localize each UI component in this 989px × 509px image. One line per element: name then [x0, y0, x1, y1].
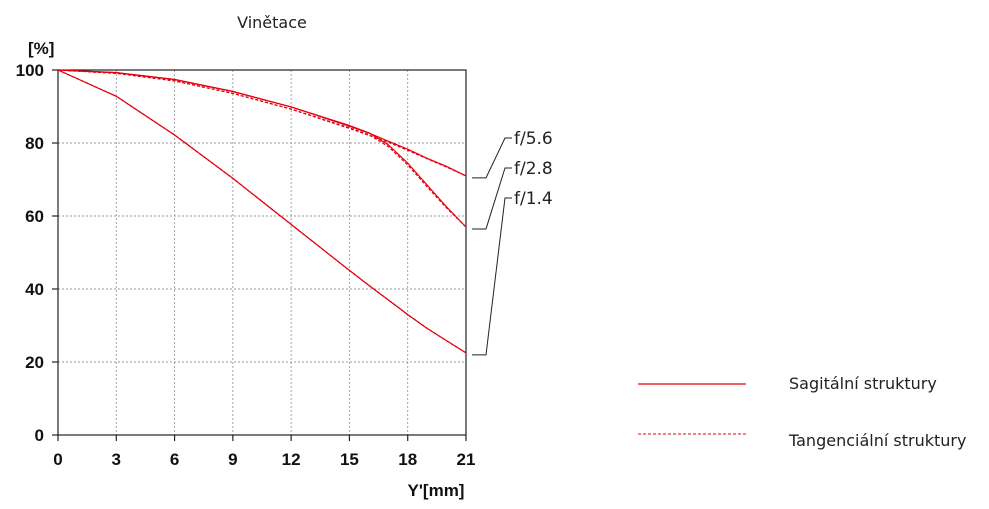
legend: Sagitální struktury Tangenciální struktu… — [638, 374, 966, 450]
curve-f28-sagittal — [57, 69, 467, 228]
curve-f14-sagittal — [57, 69, 467, 354]
x-tick-label: 3 — [112, 450, 121, 469]
plot-frame — [57, 69, 467, 436]
aperture-label: f/1.4 — [514, 189, 553, 209]
aperture-label: f/5.6 — [514, 129, 553, 149]
legend-label-tangential: Tangenciální struktury — [788, 431, 966, 450]
grid — [58, 70, 466, 435]
y-tick-label: 0 — [35, 426, 44, 445]
aperture-leader — [472, 137, 512, 179]
aperture-leader — [472, 167, 512, 230]
aperture-labels: f/5.6 f/2.8 f/1.4 — [472, 129, 553, 356]
aperture-leader — [472, 197, 512, 356]
x-tick-label: 0 — [53, 450, 62, 469]
tick-labels: 0 3 6 9 12 15 18 21 0 20 40 60 80 100 — [16, 61, 476, 469]
chart-title: Vinětace — [237, 13, 307, 32]
x-tick-label: 6 — [170, 450, 179, 469]
axes — [52, 69, 467, 441]
y-tick-label: 40 — [25, 280, 44, 299]
curves — [57, 69, 467, 354]
curve-f28-tangential — [57, 69, 467, 228]
x-tick-label: 12 — [282, 450, 301, 469]
y-tick-label: 80 — [25, 134, 44, 153]
aperture-label: f/2.8 — [514, 159, 553, 179]
y-tick-label: 60 — [25, 207, 44, 226]
x-tick-label: 21 — [457, 450, 476, 469]
legend-label-sagittal: Sagitální struktury — [789, 374, 937, 393]
curve-f14-tangential — [57, 69, 467, 354]
y-tick-label: 100 — [16, 61, 44, 80]
y-tick-label: 20 — [25, 353, 44, 372]
x-tick-label: 18 — [398, 450, 417, 469]
x-tick-label: 9 — [228, 450, 237, 469]
y-axis-label: [%] — [28, 39, 54, 58]
x-tick-label: 15 — [340, 450, 359, 469]
x-axis-label: Y'[mm] — [408, 481, 465, 500]
